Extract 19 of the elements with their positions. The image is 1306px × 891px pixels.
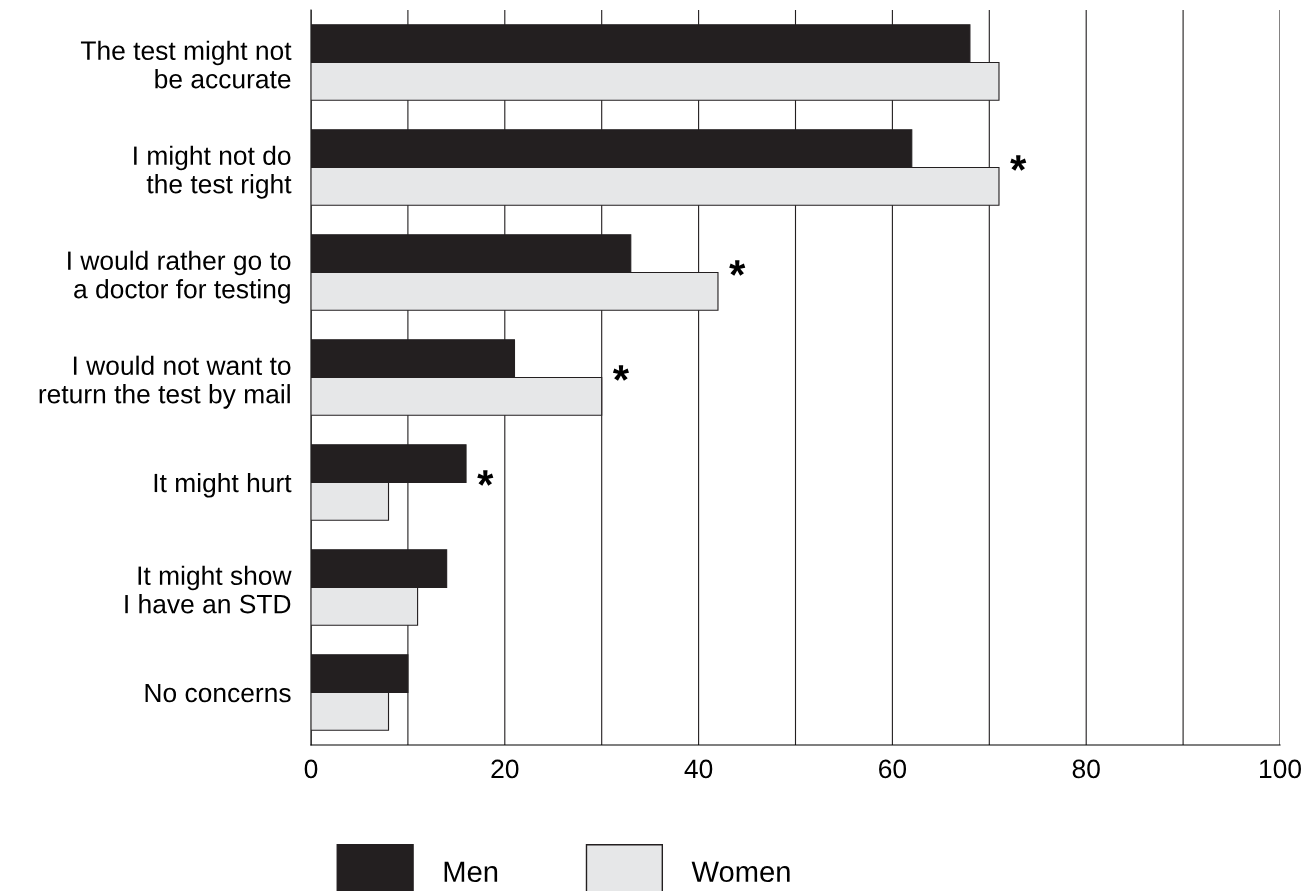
- annotation: *: [477, 470, 494, 486]
- y-tick-label: I would rather go to a doctor for testing: [68, 250, 291, 304]
- y-tick-label: I might not do the test right: [134, 145, 292, 199]
- legend-label: Men: [444, 861, 498, 883]
- y-tick-label: It might show I have an STD: [125, 565, 292, 614]
- annotation: *: [1010, 155, 1027, 171]
- x-tick-label: 0: [304, 759, 318, 779]
- annotation: *: [729, 260, 746, 276]
- x-tick-label: 60: [879, 759, 907, 779]
- y-tick-label: I would not want to return the test by mail: [39, 355, 291, 409]
- y-tick-label: No concerns: [145, 683, 291, 703]
- legend-label: Women: [691, 861, 790, 883]
- x-tick-label: 80: [1072, 759, 1100, 779]
- annotation: *: [612, 365, 629, 381]
- x-tick-label: 40: [684, 759, 713, 779]
- x-tick-label: 20: [491, 759, 519, 779]
- y-tick-label: The test might not be accurate: [80, 40, 292, 89]
- x-tick-label: 100: [1260, 759, 1301, 779]
- y-tick-label: It might hurt: [154, 472, 292, 498]
